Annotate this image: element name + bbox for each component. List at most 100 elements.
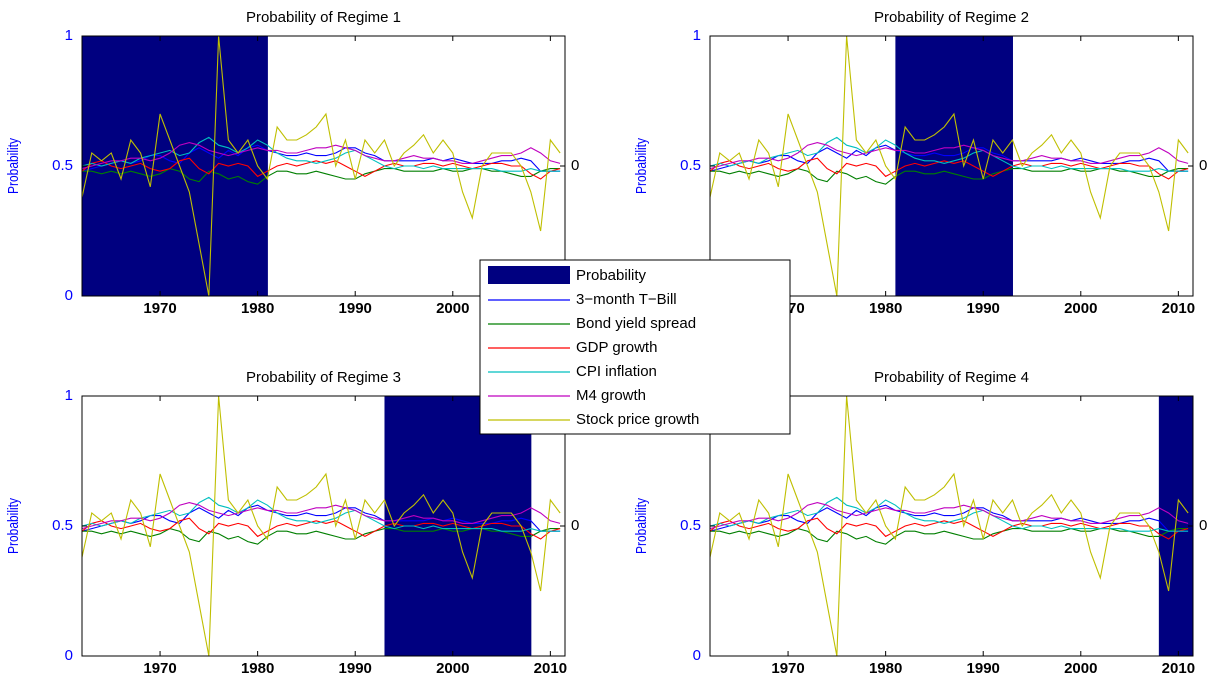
y-tick-label: 0 <box>65 647 73 664</box>
regime-bar <box>992 36 1004 296</box>
regime-bar <box>199 36 210 296</box>
regime-bar <box>121 36 132 296</box>
y-axis-label: Probability <box>5 498 22 554</box>
legend-box <box>479 259 791 435</box>
legend-label: GDP growth <box>576 339 657 356</box>
x-tick-label: 1970 <box>771 660 804 677</box>
x-tick-label: 1990 <box>967 300 1000 317</box>
regime-bar <box>472 396 483 656</box>
regime-bar <box>443 396 454 656</box>
regime-bar <box>423 396 434 656</box>
y-tick-label: 1 <box>65 387 73 404</box>
regime-bar <box>983 36 994 296</box>
regime-bar <box>91 36 103 296</box>
regime-bar <box>101 36 112 296</box>
regime-bar <box>160 36 171 296</box>
x-tick-label: 1970 <box>143 660 176 677</box>
x-tick-label: 1980 <box>869 660 902 677</box>
series-line <box>81 502 561 530</box>
regime-bar <box>452 396 464 656</box>
series-line <box>709 496 1189 532</box>
regime-bar <box>934 36 945 296</box>
regime-bar <box>1178 396 1189 656</box>
regime-bar <box>895 36 906 296</box>
regime-bar <box>257 36 268 296</box>
regime-bar <box>433 396 444 656</box>
y-tick-label: 0.5 <box>52 157 73 174</box>
series-line <box>81 144 561 172</box>
legend: Probability 3−month T−Bill Bond yield spre… <box>479 259 791 435</box>
y-tick-label: 0.5 <box>680 157 701 174</box>
regime-bar <box>247 36 259 296</box>
y-axis-label: Probability <box>633 138 650 194</box>
series-line <box>709 502 1189 530</box>
regime-bar <box>384 396 395 656</box>
y-tick-label: 1 <box>65 27 73 44</box>
series-line <box>709 144 1189 172</box>
regime-bar <box>914 36 926 296</box>
legend-label: M4 growth <box>576 387 646 404</box>
x-tick-label: 2000 <box>436 660 469 677</box>
x-tick-label: 2010 <box>1162 660 1195 677</box>
y-tick-label: 0.5 <box>680 517 701 534</box>
series-line <box>81 142 561 170</box>
regime-bar <box>1002 36 1013 296</box>
y2-tick-label: 0 <box>571 157 579 174</box>
regime-bar <box>169 36 181 296</box>
y-tick-label: 1 <box>693 27 701 44</box>
legend-label: Stock price growth <box>576 411 699 428</box>
regime-bar <box>973 36 984 296</box>
series-line <box>81 395 561 657</box>
y-tick-label: 0 <box>65 287 73 304</box>
y-axis-label: Probability <box>633 498 650 554</box>
regime-bar <box>501 396 512 656</box>
panel: 1970198019902000201000.510ProbabilityPro… <box>5 9 580 317</box>
regime-bar <box>218 36 229 296</box>
legend-label: 3−month T−Bill <box>576 291 677 308</box>
x-tick-label: 1980 <box>241 300 274 317</box>
regime-bar <box>394 396 405 656</box>
series-line <box>81 35 561 297</box>
series-line <box>81 504 561 532</box>
regime-bar <box>179 36 190 296</box>
regime-bar <box>1168 396 1179 656</box>
legend-label: Bond yield spread <box>576 315 696 332</box>
panel-title: Probability of Regime 4 <box>874 369 1029 386</box>
regime-bar <box>462 396 473 656</box>
regime-bar <box>482 396 493 656</box>
x-tick-label: 2000 <box>436 300 469 317</box>
x-tick-label: 1980 <box>241 660 274 677</box>
regime-bar <box>521 396 532 656</box>
series-line <box>709 136 1189 172</box>
legend-label: Probability <box>576 267 647 284</box>
y2-tick-label: 0 <box>1199 157 1207 174</box>
regime-bar <box>963 36 974 296</box>
x-tick-label: 1980 <box>869 300 902 317</box>
series-line <box>709 142 1189 170</box>
x-tick-label: 1970 <box>143 300 176 317</box>
x-tick-label: 2000 <box>1064 300 1097 317</box>
series-line <box>709 35 1189 297</box>
y2-tick-label: 0 <box>571 517 579 534</box>
regime-bar <box>924 36 935 296</box>
series-line <box>709 395 1189 657</box>
regime-bar <box>82 36 93 296</box>
y-tick-label: 0.5 <box>52 517 73 534</box>
regime-bar <box>944 36 955 296</box>
series-line <box>709 504 1189 532</box>
regime-bar <box>130 36 142 296</box>
regime-bar <box>413 396 425 656</box>
panel-title: Probability of Regime 2 <box>874 9 1029 26</box>
panel: 1970198019902000201000.510ProbabilityPro… <box>633 369 1207 677</box>
y2-tick-label: 0 <box>1199 517 1207 534</box>
series-line <box>81 496 561 532</box>
regime-bar <box>953 36 965 296</box>
panel: 1970198019902000201000.510ProbabilityPro… <box>633 9 1207 317</box>
regime-bar <box>150 36 161 296</box>
y-axis-label: Probability <box>5 138 22 194</box>
regime-bar <box>228 36 239 296</box>
y-tick-label: 0 <box>693 647 701 664</box>
panel-title: Probability of Regime 3 <box>246 369 401 386</box>
